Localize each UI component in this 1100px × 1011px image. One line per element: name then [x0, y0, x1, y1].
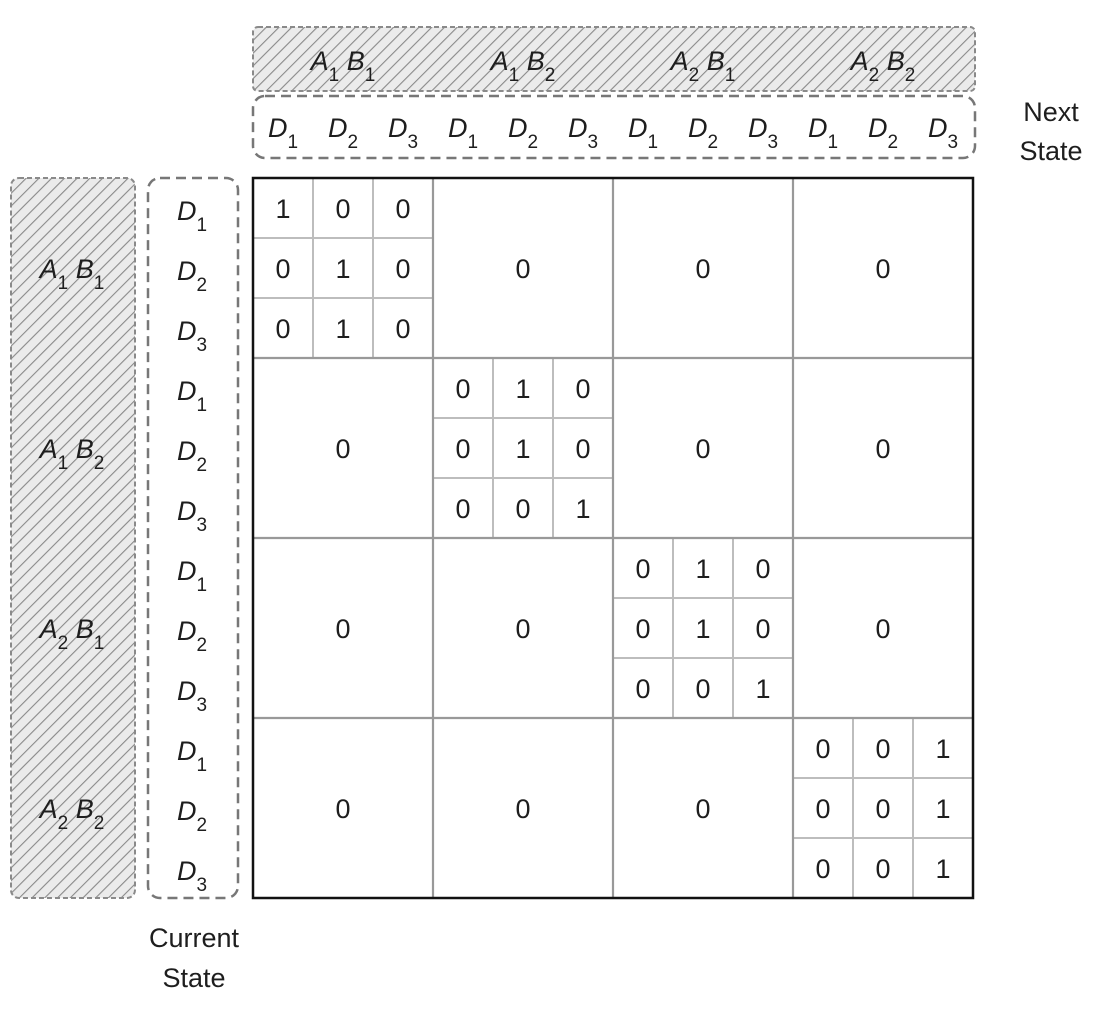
- matrix-cell: 0: [575, 434, 590, 464]
- next-state-group-label: A2 B1: [669, 46, 736, 86]
- next-state-d-label: D3: [568, 113, 598, 153]
- current-state-d-label: D3: [177, 676, 207, 716]
- matrix-cell: 1: [755, 674, 770, 704]
- zero-block: 0: [515, 614, 530, 644]
- next-state-d-label: D3: [928, 113, 958, 153]
- matrix-cell: 0: [455, 434, 470, 464]
- matrix-cell: 0: [275, 254, 290, 284]
- current-state-d-label: D2: [177, 616, 207, 656]
- matrix-cell: 0: [635, 674, 650, 704]
- matrix-cell: 1: [515, 434, 530, 464]
- zero-block: 0: [875, 434, 890, 464]
- matrix-border: [251, 176, 975, 900]
- zero-block: 0: [875, 254, 890, 284]
- matrix-cell: 0: [815, 734, 830, 764]
- current-state-d-label: D2: [177, 436, 207, 476]
- current-state-ab-band: [10, 177, 136, 899]
- matrix-cell: 0: [455, 374, 470, 404]
- next-state-d-label: D1: [808, 113, 838, 153]
- next-state-group-label: A1 B1: [309, 46, 376, 86]
- current-state-d-label: D1: [177, 736, 207, 776]
- next-state-d-label: D2: [868, 113, 898, 153]
- matrix-cell: 1: [935, 854, 950, 884]
- matrix-cell: 1: [335, 314, 350, 344]
- zero-block: 0: [335, 614, 350, 644]
- current-state-d-label: D1: [177, 556, 207, 596]
- current-state-d-label: D3: [177, 496, 207, 536]
- matrix-cell: 1: [935, 734, 950, 764]
- next-state-d-label: D1: [628, 113, 658, 153]
- current-state-d-label: D2: [177, 796, 207, 836]
- matrix-cell: 1: [575, 494, 590, 524]
- zero-block: 0: [695, 434, 710, 464]
- matrix-cell: 0: [635, 614, 650, 644]
- zero-block: 0: [695, 794, 710, 824]
- matrix-cell: 0: [395, 194, 410, 224]
- next-state-d-label: D1: [268, 113, 298, 153]
- zero-block: 0: [335, 794, 350, 824]
- zero-block: 0: [515, 794, 530, 824]
- current-state-caption: State: [162, 963, 225, 993]
- matrix-cell: 1: [695, 554, 710, 584]
- matrix-cell: 1: [275, 194, 290, 224]
- next-state-d-label: D3: [748, 113, 778, 153]
- next-state-ab-band: [252, 26, 976, 92]
- zero-block: 0: [695, 254, 710, 284]
- next-state-group-label: A2 B2: [849, 46, 916, 86]
- current-state-d-box: [146, 176, 240, 900]
- zero-block: 0: [875, 614, 890, 644]
- matrix-cell: 0: [815, 794, 830, 824]
- current-state-d-label: D1: [177, 376, 207, 416]
- zero-block: 0: [335, 434, 350, 464]
- matrix-cell: 0: [575, 374, 590, 404]
- next-state-caption: State: [1019, 136, 1082, 166]
- matrix-cell: 1: [515, 374, 530, 404]
- next-state-d-label: D2: [328, 113, 358, 153]
- current-state-caption: Current: [149, 923, 240, 953]
- matrix-cell: 0: [695, 674, 710, 704]
- matrix-cell: 0: [875, 794, 890, 824]
- next-state-d-label: D2: [688, 113, 718, 153]
- current-state-d-label: D3: [177, 316, 207, 356]
- next-state-d-label: D2: [508, 113, 538, 153]
- matrix-cell: 0: [275, 314, 290, 344]
- matrix-cell: 1: [695, 614, 710, 644]
- current-state-group-label: A1 B2: [38, 434, 105, 474]
- matrix-cell: 1: [935, 794, 950, 824]
- matrix-cell: 0: [395, 254, 410, 284]
- matrix-cell: 0: [395, 314, 410, 344]
- next-state-d-box: [251, 94, 977, 160]
- next-state-group-label: A1 B2: [489, 46, 556, 86]
- zero-block: 0: [515, 254, 530, 284]
- matrix-cell: 0: [335, 194, 350, 224]
- matrix-cell: 1: [335, 254, 350, 284]
- next-state-d-label: D3: [388, 113, 418, 153]
- current-state-d-label: D2: [177, 256, 207, 296]
- matrix-cell: 0: [875, 854, 890, 884]
- matrix-cell: 0: [635, 554, 650, 584]
- current-state-group-label: A2 B1: [38, 614, 105, 654]
- matrix-cell: 0: [455, 494, 470, 524]
- current-state-group-label: A2 B2: [38, 794, 105, 834]
- current-state-d-label: D3: [177, 856, 207, 896]
- matrix-cell: 0: [815, 854, 830, 884]
- next-state-caption: Next: [1023, 97, 1079, 127]
- next-state-d-label: D1: [448, 113, 478, 153]
- matrix-cell: 0: [755, 614, 770, 644]
- current-state-group-label: A1 B1: [38, 254, 105, 294]
- matrix-cell: 0: [875, 734, 890, 764]
- matrix-cell: 0: [755, 554, 770, 584]
- current-state-d-label: D1: [177, 196, 207, 236]
- matrix-cell: 0: [515, 494, 530, 524]
